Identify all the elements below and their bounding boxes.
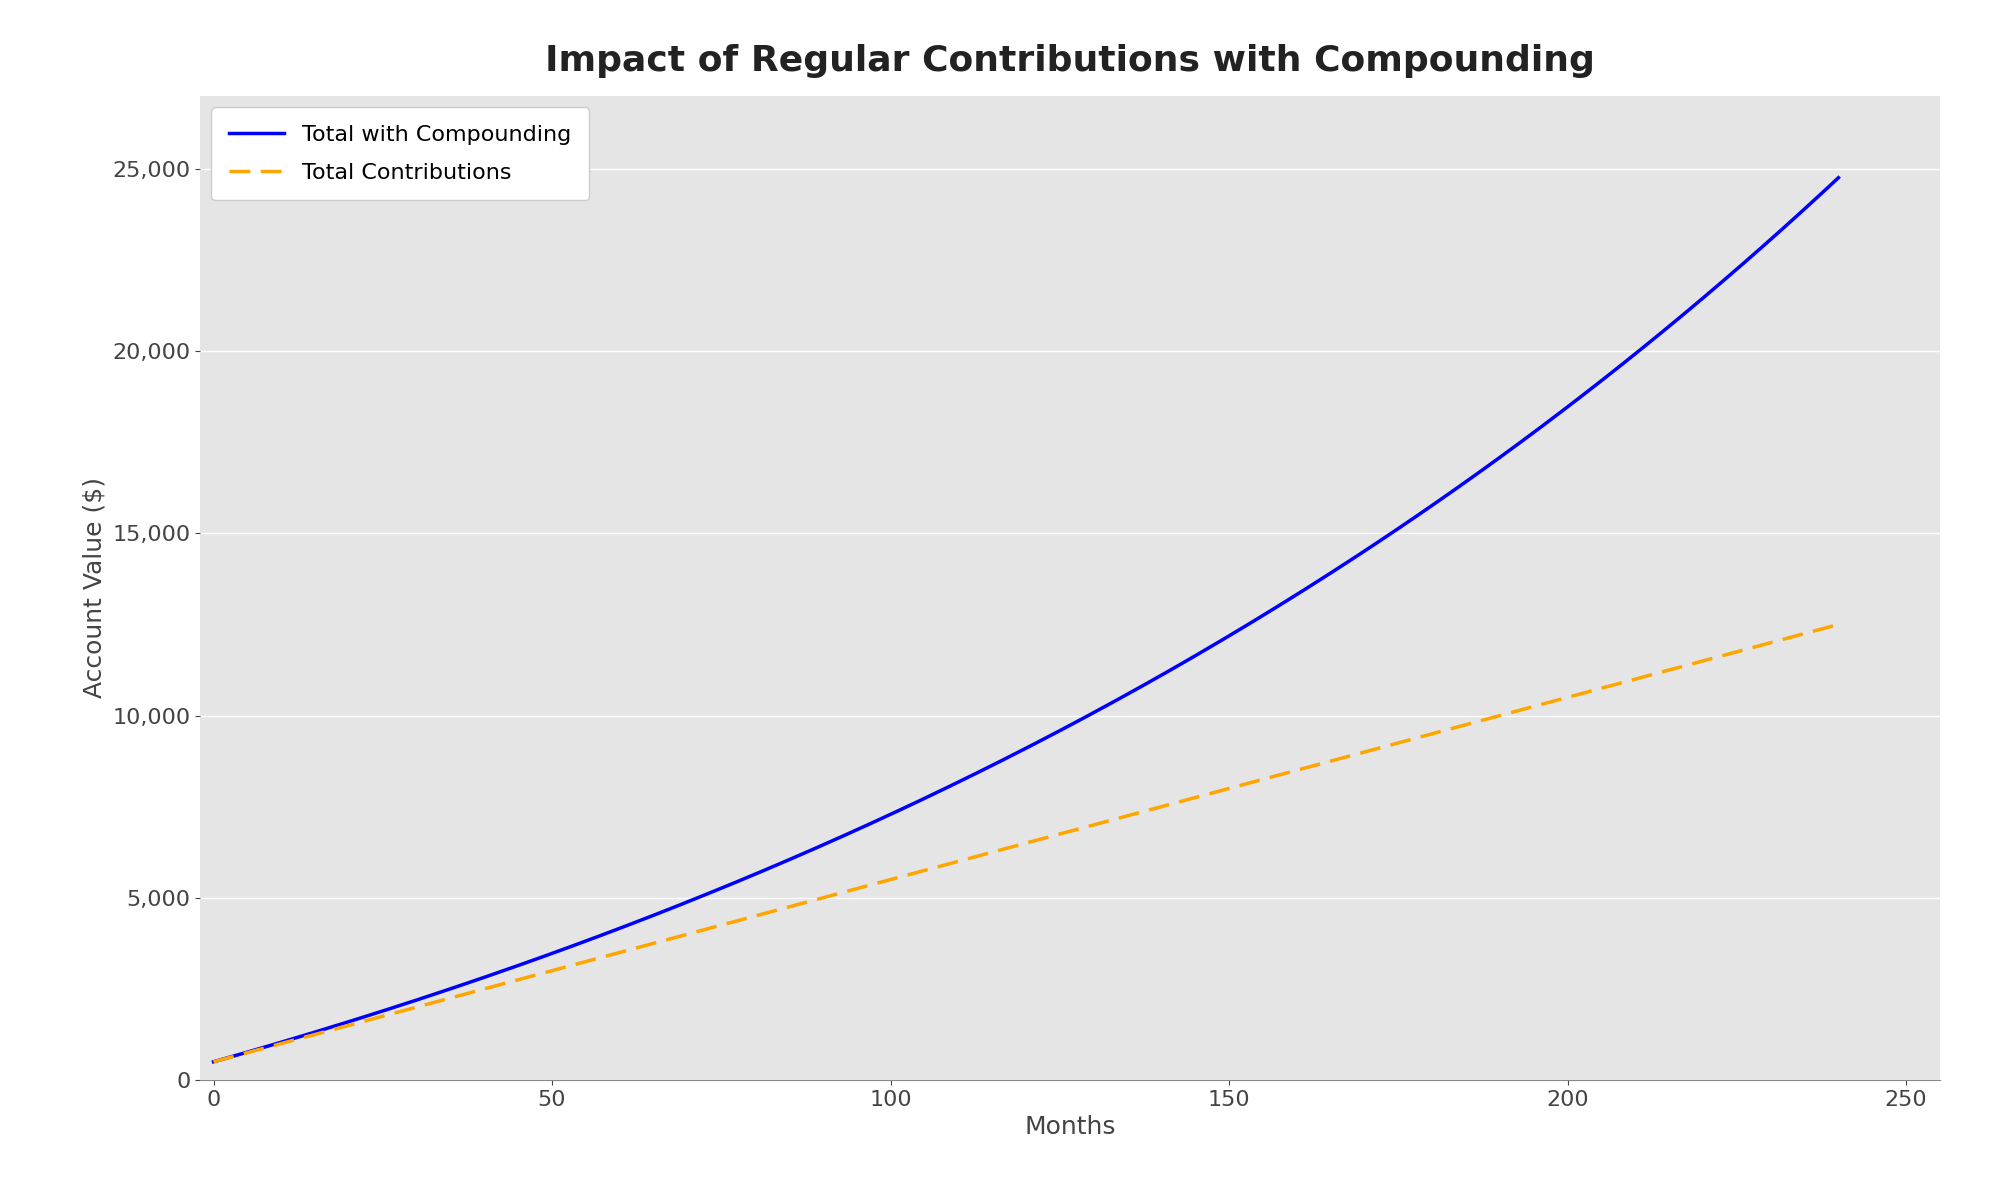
Total Contributions	[1400, 732, 1424, 746]
Line: Total with Compounding: Total with Compounding	[214, 178, 1838, 1062]
Title: Impact of Regular Contributions with Compounding: Impact of Regular Contributions with Com…	[546, 44, 1594, 78]
Total Contributions	[1826, 617, 1850, 631]
Line: Total Contributions: Total Contributions	[214, 624, 1838, 1062]
Total Contributions	[384, 1006, 408, 1020]
Total with Compounding	[1130, 679, 1154, 694]
Total Contributions	[1806, 623, 1830, 637]
Total with Compounding	[202, 1055, 226, 1069]
Total Contributions	[1130, 805, 1154, 820]
Total with Compounding	[1400, 512, 1424, 527]
X-axis label: Months: Months	[1024, 1115, 1116, 1139]
Total Contributions	[1508, 703, 1532, 718]
Total with Compounding	[1826, 170, 1850, 185]
Total with Compounding	[818, 835, 842, 850]
Y-axis label: Account Value ($): Account Value ($)	[82, 478, 106, 698]
Total Contributions	[202, 1055, 226, 1069]
Total with Compounding	[384, 1000, 408, 1014]
Total with Compounding	[1508, 436, 1532, 450]
Total with Compounding	[1806, 190, 1830, 204]
Total Contributions	[818, 889, 842, 904]
Legend: Total with Compounding, Total Contributions: Total with Compounding, Total Contributi…	[212, 107, 590, 200]
